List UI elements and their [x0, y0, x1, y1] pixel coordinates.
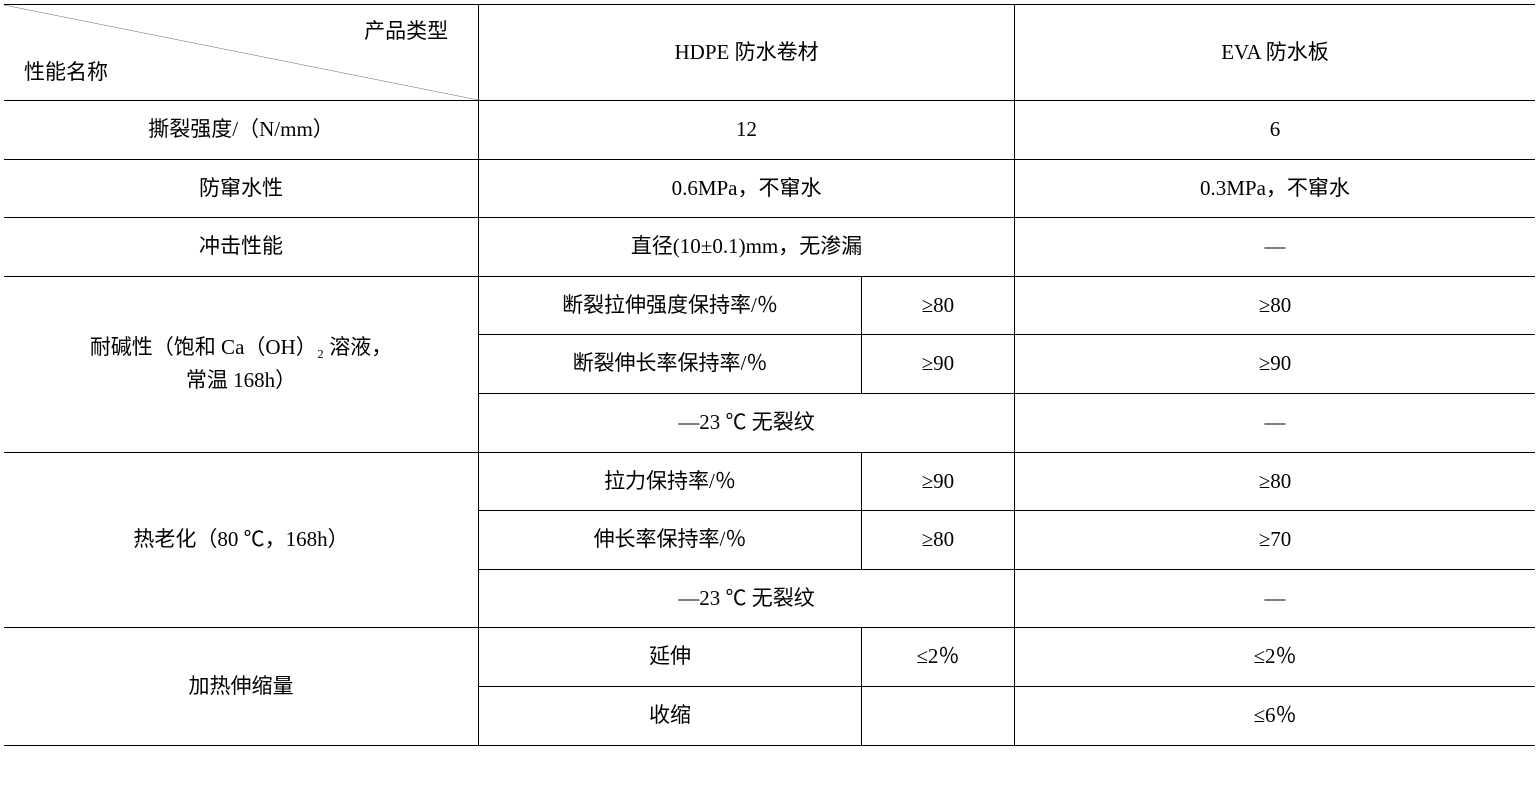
heat-aging-label: 热老化（80 ℃，168h）: [4, 452, 479, 628]
impact-hdpe: 直径(10±0.1)mm，无渗漏: [479, 218, 1015, 277]
water-seepage-hdpe: 0.6MPa，不窜水: [479, 159, 1015, 218]
alkali-sub1-eva: ≥80: [1014, 276, 1535, 335]
header-property-name: 性能名称: [24, 56, 108, 90]
water-seepage-eva: 0.3MPa，不窜水: [1014, 159, 1535, 218]
heat-aging-sub2-hdpe: ≥80: [861, 511, 1014, 570]
alkali-label: 耐碱性（饱和 Ca（OH）₂ 溶液，常温 168h）: [4, 276, 479, 452]
row-tear-strength: 撕裂强度/（N/mm） 12 6: [4, 101, 1535, 160]
row-heat-shrink-1: 加热伸缩量 延伸 ≤2％ ≤2％: [4, 628, 1535, 687]
header-eva: EVA 防水板: [1014, 5, 1535, 101]
heat-shrink-label: 加热伸缩量: [4, 628, 479, 745]
row-water-seepage: 防窜水性 0.6MPa，不窜水 0.3MPa，不窜水: [4, 159, 1535, 218]
alkali-sub1-hdpe: ≥80: [861, 276, 1014, 335]
impact-eva: —: [1014, 218, 1535, 277]
impact-label: 冲击性能: [4, 218, 479, 277]
header-product-type: 产品类型: [364, 15, 448, 49]
heat-aging-sub2-label: 伸长率保持率/％: [479, 511, 862, 570]
heat-aging-sub2-eva: ≥70: [1014, 511, 1535, 570]
spec-table: 产品类型 性能名称 HDPE 防水卷材 EVA 防水板 撕裂强度/（N/mm） …: [4, 4, 1535, 746]
heat-aging-sub3-hdpe: —23 ℃ 无裂纹: [479, 569, 1015, 628]
alkali-sub2-eva: ≥90: [1014, 335, 1535, 394]
alkali-sub2-label: 断裂伸长率保持率/％: [479, 335, 862, 394]
heat-shrink-sub1-eva: ≤2％: [1014, 628, 1535, 687]
heat-aging-sub1-hdpe: ≥90: [861, 452, 1014, 511]
alkali-sub1-label: 断裂拉伸强度保持率/％: [479, 276, 862, 335]
heat-shrink-sub2-hdpe: [861, 686, 1014, 745]
heat-shrink-sub1-hdpe: ≤2％: [861, 628, 1014, 687]
tear-strength-eva: 6: [1014, 101, 1535, 160]
row-alkali-1: 耐碱性（饱和 Ca（OH）₂ 溶液，常温 168h） 断裂拉伸强度保持率/％ ≥…: [4, 276, 1535, 335]
heat-aging-sub1-eva: ≥80: [1014, 452, 1535, 511]
tear-strength-label: 撕裂强度/（N/mm）: [4, 101, 479, 160]
row-impact: 冲击性能 直径(10±0.1)mm，无渗漏 —: [4, 218, 1535, 277]
row-heat-aging-1: 热老化（80 ℃，168h） 拉力保持率/％ ≥90 ≥80: [4, 452, 1535, 511]
alkali-sub3-eva: —: [1014, 393, 1535, 452]
heat-shrink-sub2-eva: ≤6％: [1014, 686, 1535, 745]
tear-strength-hdpe: 12: [479, 101, 1015, 160]
heat-aging-sub3-eva: —: [1014, 569, 1535, 628]
alkali-sub3-hdpe: —23 ℃ 无裂纹: [479, 393, 1015, 452]
heat-shrink-sub2-label: 收缩: [479, 686, 862, 745]
header-hdpe: HDPE 防水卷材: [479, 5, 1015, 101]
heat-aging-sub1-label: 拉力保持率/％: [479, 452, 862, 511]
alkali-sub2-hdpe: ≥90: [861, 335, 1014, 394]
diagonal-header-cell: 产品类型 性能名称: [4, 5, 479, 101]
water-seepage-label: 防窜水性: [4, 159, 479, 218]
heat-shrink-sub1-label: 延伸: [479, 628, 862, 687]
table-header-row: 产品类型 性能名称 HDPE 防水卷材 EVA 防水板: [4, 5, 1535, 101]
